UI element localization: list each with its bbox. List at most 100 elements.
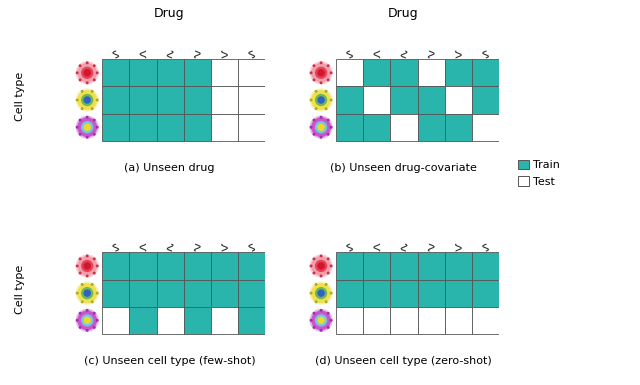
- Bar: [184, 280, 211, 307]
- Bar: [390, 59, 418, 86]
- Bar: [445, 59, 472, 86]
- Bar: [211, 252, 238, 280]
- Circle shape: [97, 72, 98, 74]
- Circle shape: [310, 72, 312, 74]
- Circle shape: [84, 70, 90, 76]
- Circle shape: [313, 65, 315, 67]
- Circle shape: [86, 116, 88, 118]
- Circle shape: [86, 255, 88, 257]
- Circle shape: [97, 292, 98, 294]
- Circle shape: [330, 320, 332, 321]
- Circle shape: [321, 136, 322, 138]
- Bar: [157, 86, 184, 114]
- Circle shape: [316, 90, 317, 92]
- Bar: [418, 280, 445, 307]
- Circle shape: [328, 79, 329, 80]
- Circle shape: [318, 317, 324, 323]
- Bar: [418, 86, 445, 114]
- Circle shape: [328, 65, 329, 67]
- Bar: [129, 59, 157, 86]
- Bar: [472, 280, 499, 307]
- Bar: [184, 114, 211, 141]
- Circle shape: [78, 257, 97, 275]
- Circle shape: [310, 282, 332, 304]
- Circle shape: [78, 64, 97, 82]
- Circle shape: [316, 284, 317, 285]
- Circle shape: [321, 275, 322, 277]
- Circle shape: [86, 275, 88, 277]
- Circle shape: [310, 310, 332, 331]
- Bar: [157, 59, 184, 86]
- Circle shape: [92, 301, 93, 303]
- Circle shape: [84, 263, 90, 269]
- Bar: [418, 114, 445, 141]
- Circle shape: [93, 272, 95, 274]
- Circle shape: [86, 330, 88, 331]
- Circle shape: [76, 292, 78, 294]
- Circle shape: [92, 90, 93, 92]
- Circle shape: [330, 265, 332, 267]
- Circle shape: [313, 313, 315, 314]
- Circle shape: [84, 97, 90, 103]
- Bar: [364, 307, 390, 334]
- Bar: [445, 280, 472, 307]
- Circle shape: [313, 79, 315, 80]
- Circle shape: [318, 70, 324, 76]
- Bar: [336, 114, 364, 141]
- Bar: [472, 114, 499, 141]
- Circle shape: [318, 263, 324, 269]
- Circle shape: [312, 91, 330, 109]
- Legend: Train, Test: Train, Test: [518, 159, 560, 187]
- Bar: [102, 280, 129, 307]
- Circle shape: [76, 265, 78, 267]
- Circle shape: [325, 90, 327, 92]
- Bar: [390, 280, 418, 307]
- Circle shape: [318, 290, 324, 296]
- Circle shape: [97, 99, 98, 101]
- Bar: [364, 252, 390, 280]
- Circle shape: [81, 90, 83, 92]
- Bar: [364, 280, 390, 307]
- Bar: [336, 307, 364, 334]
- Bar: [102, 307, 129, 334]
- Circle shape: [310, 62, 332, 84]
- Circle shape: [313, 326, 315, 328]
- Bar: [445, 252, 472, 280]
- Bar: [418, 252, 445, 280]
- Circle shape: [82, 315, 93, 326]
- Circle shape: [79, 79, 81, 80]
- Circle shape: [312, 257, 330, 275]
- Circle shape: [318, 97, 324, 103]
- Circle shape: [313, 258, 315, 259]
- Bar: [129, 280, 157, 307]
- Circle shape: [79, 313, 81, 314]
- Bar: [472, 59, 499, 86]
- Circle shape: [316, 301, 317, 303]
- Bar: [418, 59, 445, 86]
- Circle shape: [325, 301, 327, 303]
- Circle shape: [310, 99, 312, 101]
- Circle shape: [84, 317, 90, 323]
- Bar: [157, 280, 184, 307]
- Circle shape: [82, 95, 93, 105]
- Circle shape: [86, 82, 88, 84]
- Circle shape: [316, 315, 326, 326]
- Bar: [102, 59, 129, 86]
- Bar: [102, 86, 129, 114]
- Circle shape: [316, 67, 326, 78]
- Circle shape: [84, 124, 90, 130]
- Circle shape: [310, 292, 312, 294]
- Circle shape: [321, 310, 322, 311]
- Circle shape: [328, 313, 329, 314]
- Circle shape: [321, 330, 322, 331]
- Circle shape: [81, 301, 83, 303]
- Circle shape: [318, 124, 324, 130]
- Bar: [238, 252, 266, 280]
- Bar: [157, 114, 184, 141]
- Bar: [238, 86, 266, 114]
- Circle shape: [76, 310, 98, 331]
- Circle shape: [93, 79, 95, 80]
- Text: Drug: Drug: [154, 7, 185, 20]
- Circle shape: [79, 119, 81, 121]
- Circle shape: [93, 119, 95, 121]
